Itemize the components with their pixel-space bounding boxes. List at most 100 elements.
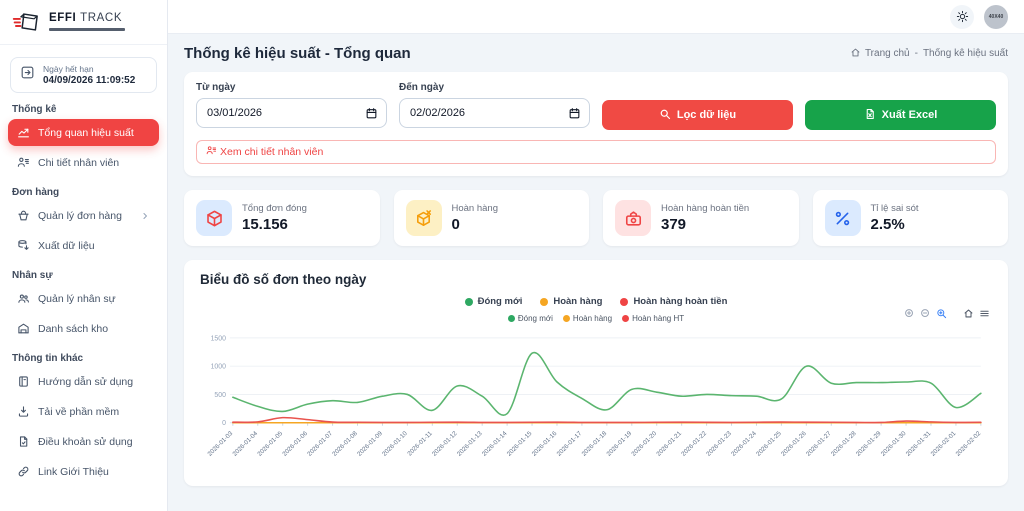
legend-item[interactable]: Hoàn hàng [540,296,602,307]
employee-detail-icon [17,157,29,167]
chart-panel: Biểu đồ số đơn theo ngày Đóng mới Hoàn hà… [184,260,1008,486]
stat-icon-tile [196,200,232,236]
filter-data-label: Lọc dữ liệu [676,109,737,121]
chart-tool-zoom-in[interactable] [904,308,915,319]
theme-toggle-button[interactable] [950,4,974,29]
filter-row: Từ ngày Đến ngày Lọc dữ liệu Xuất Ex [196,82,996,130]
svg-text:1500: 1500 [211,335,226,342]
page-title: Thống kê hiệu suất - Tổng quan [184,45,411,62]
to-date-input[interactable] [400,99,589,127]
stat-icon-tile [824,200,861,236]
export-excel-label: Xuất Excel [881,109,938,121]
stat-icon-tile [615,200,651,236]
brand-logo[interactable]: EFFI TRACK [0,0,167,45]
svg-text:2026-01-05: 2026-01-05 [256,430,284,458]
stat-value: 15.156 [242,216,288,233]
export-data-icon [18,240,29,250]
sidebar-item-link[interactable]: Link Giới Thiệu [8,458,159,485]
home-icon [964,309,973,318]
legend-dot [620,297,629,306]
legend-item[interactable]: Hoàn hàng hoàn tiền [620,296,727,307]
zoom-out-icon [921,309,929,317]
sidebar-item-employee-detail[interactable]: Chi tiết nhân viên [8,149,159,176]
from-date-input[interactable] [197,99,386,127]
sidebar-item-download[interactable]: Tải về phần mềm [8,398,159,425]
breadcrumb-home-icon [851,48,860,56]
legend-item[interactable]: Đóng mới [464,296,523,307]
breadcrumb-home-link[interactable]: Trang chủ [850,47,910,61]
sidebar-item-team[interactable]: Quản lý nhân sự [8,285,159,312]
svg-text:2026-01-08: 2026-01-08 [331,430,359,458]
chevron-right-icon [143,212,147,219]
sidebar-item-terms[interactable]: Điều khoản sử dụng [8,428,159,455]
percent-icon [835,211,850,225]
sun-icon [956,10,968,23]
sidebar-item-export-data[interactable]: Xuất dữ liệu [8,232,159,259]
terms-icon [19,436,28,447]
legend-label: Hoàn hàng hoàn tiền [633,296,728,307]
sidebar-item-label: Xuất dữ liệu [38,239,95,252]
package-x-icon [417,209,432,226]
sidebar-item-label: Chi tiết nhân viên [38,156,120,169]
svg-text:2026-01-11: 2026-01-11 [406,430,434,458]
sidebar-item-warehouse[interactable]: Danh sách kho [8,315,159,342]
sidebar-item-chart-line[interactable]: Tổng quan hiệu suất [8,119,159,146]
line-chart-canvas[interactable]: 0500100015002026-01-032026-01-042026-01-… [200,330,992,480]
sidebar-nav: Thống kê Tổng quan hiệu suất Chi tiết nhân… [0,104,167,485]
stat-label: Hoàn hàng [451,203,498,214]
chart-tool-zoom-out[interactable] [920,308,931,319]
expiry-label: Ngày hết hạn [43,64,94,74]
sidebar-item-orders[interactable]: Quản lý đơn hàng [8,202,159,229]
orders-icon [18,210,29,221]
avatar[interactable]: 40X40 [984,4,1008,29]
filter-data-button[interactable]: Lọc dữ liệu [602,100,793,130]
legend-dot [622,315,630,322]
svg-text:2026-01-20: 2026-01-20 [630,430,658,458]
to-date-label: Đến ngày [399,82,445,93]
legend-label: Hoàn hàng [553,296,603,307]
legend-dot [464,297,473,306]
breadcrumb-current: Thống kê hiệu suất [922,48,1008,59]
from-date-input-wrap [196,98,387,128]
brand-box-icon [12,13,38,31]
menu-icon [980,310,989,317]
svg-text:2026-01-12: 2026-01-12 [431,430,459,458]
legend-item[interactable]: Hoàn hàng HT [622,314,684,323]
brand-name-bold: EFFI [49,12,77,25]
box-zoom-icon [937,309,947,319]
svg-text:2026-01-21: 2026-01-21 [655,430,683,458]
svg-text:2026-01-27: 2026-01-27 [805,430,833,458]
chart-legend-inner-row: Đóng mới Hoàn hàng Hoàn hàng HT [200,309,992,328]
series-line-hoan-hang-ht [232,416,982,424]
guide-icon [19,376,28,387]
legend-label: Đóng mới [477,296,523,307]
chart-tool-box-zoom[interactable] [936,308,947,319]
chart-tool-home[interactable] [963,308,974,319]
sidebar-item-label: Điều khoản sử dụng [38,435,133,448]
zoom-in-icon [905,309,913,317]
svg-text:1000: 1000 [211,364,226,371]
sidebar-section-label: Nhân sự [12,270,53,281]
stat-value: 2.5% [870,216,905,233]
to-date-input-wrap [399,98,590,128]
legend-item[interactable]: Đóng mới [507,314,553,323]
topbar: 40X40 [168,0,1024,34]
view-employee-detail-button[interactable]: Xem chi tiết nhân viên [196,140,996,164]
legend-item[interactable]: Hoàn hàng [562,314,612,323]
breadcrumb-home-label: Trang chủ [864,48,910,59]
from-date-field: Từ ngày [196,82,387,130]
svg-text:2026-01-07: 2026-01-07 [306,430,334,458]
stat-label: Tỉ lệ sai sót [870,203,919,214]
view-employee-detail-label: Xem chi tiết nhân viên [220,146,324,158]
export-excel-button[interactable]: Xuất Excel [805,100,996,130]
brand-name-light: TRACK [80,12,123,25]
link-icon [18,466,29,477]
svg-text:2026-01-04: 2026-01-04 [231,430,259,458]
expiry-value: 04/09/2026 11:09:52 [43,75,136,86]
main-content: Thống kê hiệu suất - Tổng quan Trang chủ… [168,34,1024,511]
chart-tool-menu[interactable] [979,308,990,319]
sidebar-section-label: Thông tin khác [12,353,84,364]
svg-text:2026-01-29: 2026-01-29 [855,430,883,458]
to-date-field: Đến ngày [399,82,590,130]
sidebar-item-guide[interactable]: Hướng dẫn sử dụng [8,368,159,395]
